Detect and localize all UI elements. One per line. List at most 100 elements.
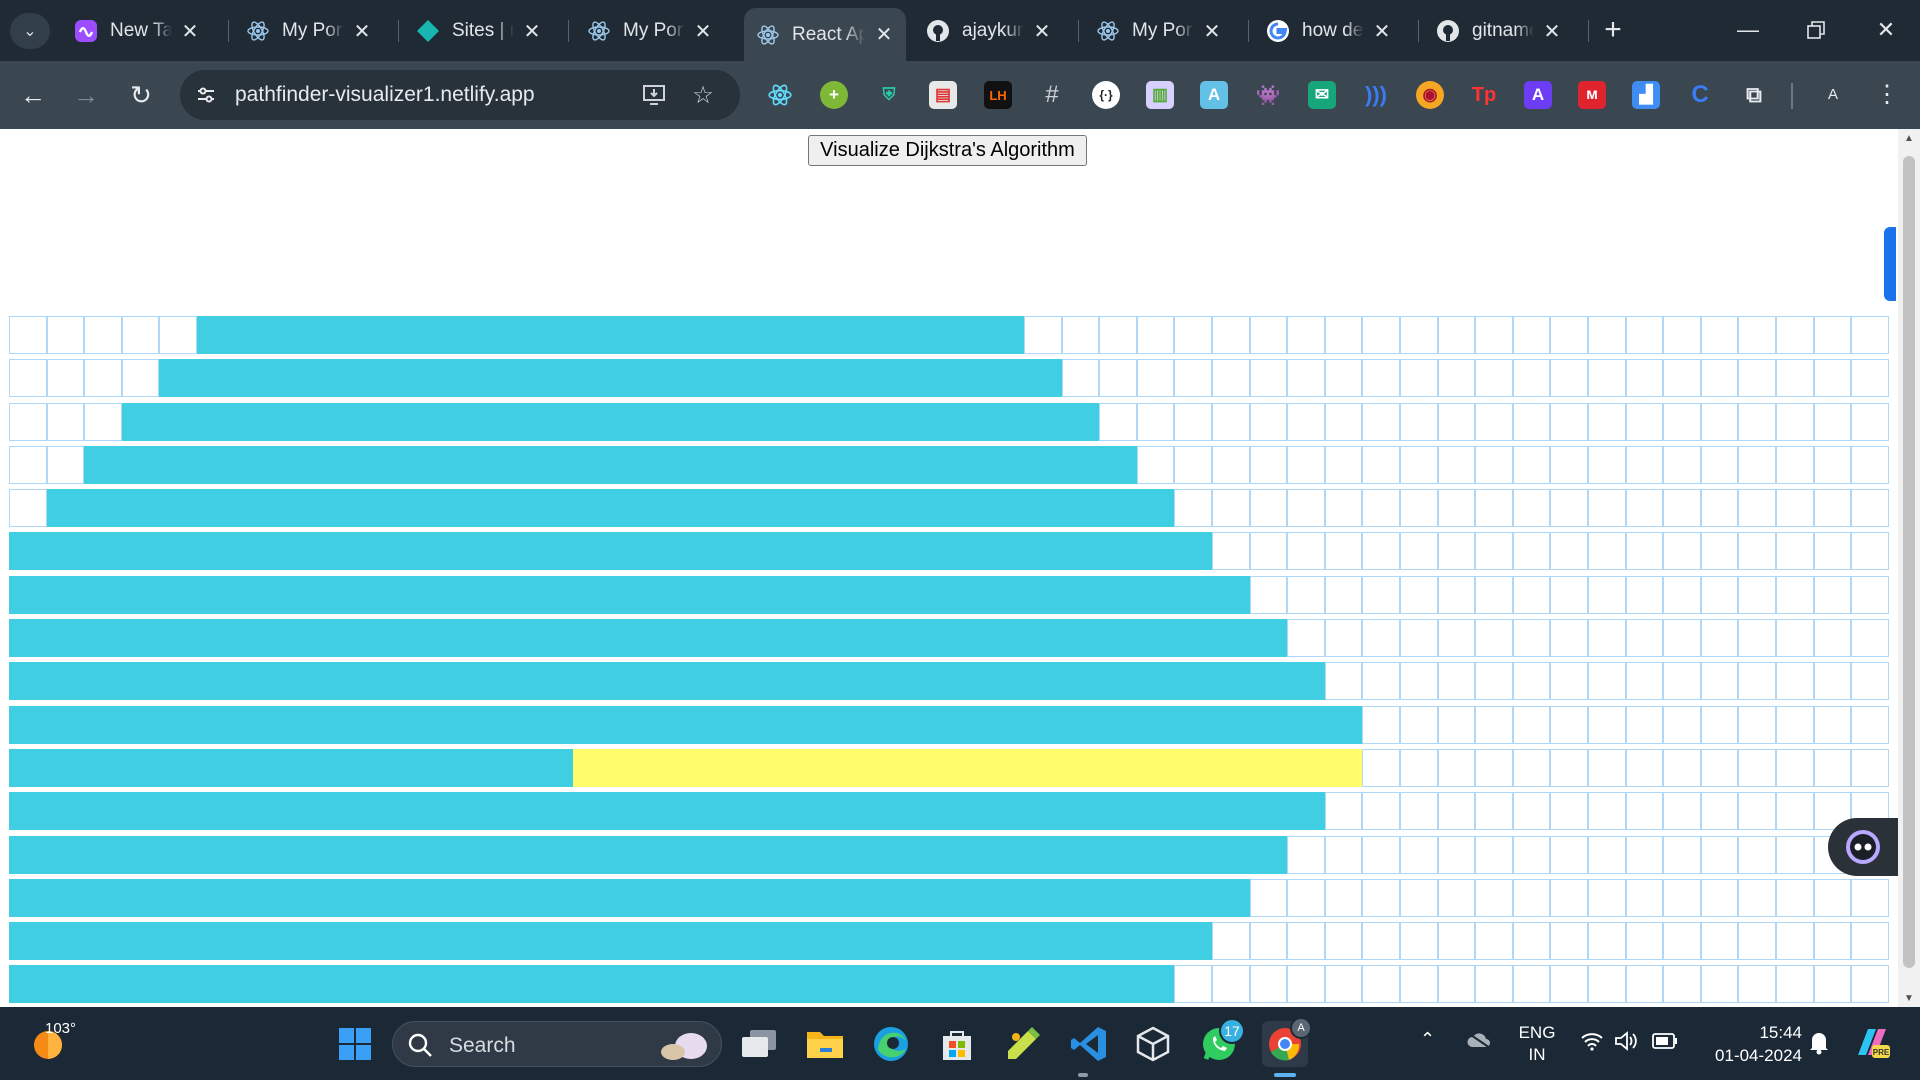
grid-node-visited[interactable]: [1024, 445, 1062, 484]
grid-node[interactable]: [1136, 445, 1175, 484]
grid-node[interactable]: [1700, 575, 1739, 614]
mail-extension-icon[interactable]: ✉: [1308, 81, 1336, 109]
grid-node-visited[interactable]: [1212, 575, 1250, 614]
grid-node-visited[interactable]: [873, 575, 912, 614]
grid-node[interactable]: [1851, 575, 1889, 614]
grid-node[interactable]: [1287, 532, 1325, 571]
grid-node[interactable]: [1625, 445, 1664, 484]
grid-node-visited[interactable]: [1249, 792, 1288, 831]
grid-node[interactable]: [1512, 705, 1551, 744]
grid-node[interactable]: [1550, 619, 1588, 658]
grid-node-visited[interactable]: [911, 662, 949, 701]
grid-node-visited[interactable]: [460, 662, 498, 701]
grid-node-path[interactable]: [1287, 748, 1325, 787]
grid-node-visited[interactable]: [121, 662, 160, 701]
grid-node-visited[interactable]: [234, 532, 273, 571]
grid-node-visited[interactable]: [309, 445, 348, 484]
grid-node-visited[interactable]: [347, 532, 385, 571]
grid-node-visited[interactable]: [911, 575, 949, 614]
grid-node-visited[interactable]: [1136, 878, 1175, 917]
m-extension-icon[interactable]: ᴍ: [1578, 81, 1606, 109]
grid-node[interactable]: [1587, 922, 1626, 961]
grid-node-visited[interactable]: [723, 489, 761, 528]
extensions-puzzle-icon[interactable]: ⧉: [1746, 82, 1762, 107]
grid-node-visited[interactable]: [309, 748, 348, 787]
grid-node-visited[interactable]: [121, 965, 160, 1004]
grid-node[interactable]: [121, 359, 160, 398]
grid-node-visited[interactable]: [384, 792, 423, 831]
grid-node[interactable]: [1512, 878, 1551, 917]
grid-node-path[interactable]: [1099, 748, 1137, 787]
grid-node[interactable]: [1362, 878, 1400, 917]
grid-node-visited[interactable]: [572, 835, 611, 874]
grid-node-visited[interactable]: [196, 445, 235, 484]
grid-node[interactable]: [1625, 359, 1664, 398]
grid-node-path[interactable]: [1174, 748, 1212, 787]
grid-node-visited[interactable]: [234, 792, 273, 831]
grid-node[interactable]: [1362, 922, 1400, 961]
grid-node[interactable]: [1099, 402, 1137, 441]
grid-node[interactable]: [1587, 705, 1626, 744]
grid-node-visited[interactable]: [9, 748, 47, 787]
grid-node[interactable]: [1663, 402, 1701, 441]
grid-node-visited[interactable]: [911, 792, 949, 831]
grid-node[interactable]: [1738, 532, 1776, 571]
grid-node[interactable]: [1738, 662, 1776, 701]
grid-node-visited[interactable]: [798, 575, 837, 614]
grid-node-visited[interactable]: [648, 792, 686, 831]
grid-node-visited[interactable]: [497, 402, 536, 441]
grid-node[interactable]: [1738, 619, 1776, 658]
grid-node[interactable]: [1813, 662, 1852, 701]
grid-node-visited[interactable]: [347, 835, 385, 874]
grid-node-visited[interactable]: [272, 359, 310, 398]
grid-node[interactable]: [1587, 792, 1626, 831]
grid-node[interactable]: [1437, 662, 1476, 701]
grid-node-visited[interactable]: [460, 619, 498, 658]
grid-node[interactable]: [1700, 316, 1739, 354]
grid-node[interactable]: [1550, 705, 1588, 744]
grid-node-visited[interactable]: [535, 792, 573, 831]
grid-node[interactable]: [1625, 748, 1664, 787]
grid-node-visited[interactable]: [159, 705, 197, 744]
new-tab-plus-icon[interactable]: +: [1604, 13, 1622, 46]
grid-node[interactable]: [46, 316, 85, 354]
grid-node-visited[interactable]: [84, 705, 122, 744]
grid-node[interactable]: [1437, 619, 1476, 658]
grid-node[interactable]: [1212, 532, 1250, 571]
grid-node[interactable]: [1550, 748, 1588, 787]
reload-icon[interactable]: ↻: [130, 79, 152, 110]
virtualbox-cube-icon[interactable]: [1130, 1021, 1176, 1067]
grid-node-visited[interactable]: [610, 835, 649, 874]
grid-node[interactable]: [1475, 489, 1513, 528]
grid-node-visited[interactable]: [1061, 965, 1100, 1004]
grid-node-visited[interactable]: [535, 748, 573, 787]
grid-node-visited[interactable]: [422, 748, 461, 787]
grid-node-visited[interactable]: [572, 316, 611, 354]
grid-node-visited[interactable]: [648, 965, 686, 1004]
grid-node-visited[interactable]: [986, 445, 1025, 484]
hash-extension-icon[interactable]: #: [1045, 81, 1059, 108]
close-tab-icon[interactable]: ✕: [181, 20, 199, 43]
grid-node-visited[interactable]: [986, 705, 1025, 744]
grid-node-path[interactable]: [911, 748, 949, 787]
grid-node[interactable]: [1324, 402, 1363, 441]
grid-node-visited[interactable]: [948, 878, 987, 917]
grid-node-visited[interactable]: [121, 705, 160, 744]
url-text[interactable]: pathfinder-visualizer1.netlify.app: [235, 83, 535, 106]
grid-node-visited[interactable]: [610, 316, 649, 354]
back-arrow-icon[interactable]: ←: [20, 79, 46, 110]
grid-node[interactable]: [1663, 445, 1701, 484]
shield-extension-icon[interactable]: ⛨: [882, 85, 896, 104]
grid-node[interactable]: [1437, 792, 1476, 831]
grid-node-visited[interactable]: [196, 662, 235, 701]
grid-node-visited[interactable]: [422, 316, 461, 354]
grid-node-visited[interactable]: [911, 316, 949, 354]
grid-node-visited[interactable]: [1024, 532, 1062, 571]
grid-node-visited[interactable]: [1174, 662, 1212, 701]
profile-avatar[interactable]: A: [1827, 85, 1838, 103]
grid-node-visited[interactable]: [309, 489, 348, 528]
grid-node[interactable]: [1738, 835, 1776, 874]
react-devtools-icon[interactable]: [766, 81, 794, 109]
grid-node-visited[interactable]: [798, 705, 837, 744]
grid-node-visited[interactable]: [648, 922, 686, 961]
